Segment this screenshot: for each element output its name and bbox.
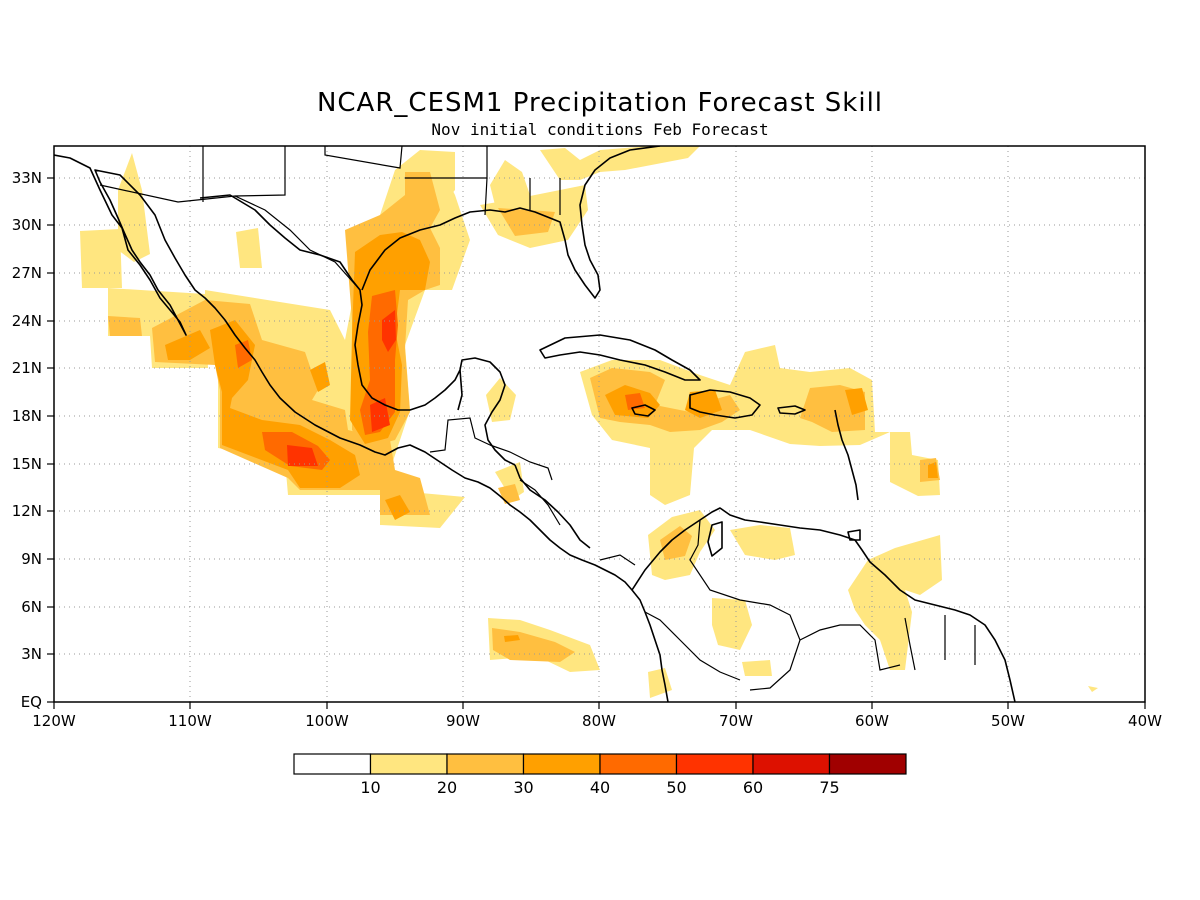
y-tick-label: 21N	[12, 359, 42, 377]
colorbar-swatch	[446, 753, 525, 775]
country-borders	[99, 146, 976, 691]
x-tick-label: 100W	[305, 712, 349, 730]
grid-lines	[54, 146, 1145, 702]
x-tick-label: 70W	[719, 712, 753, 730]
x-tick-label: 90W	[446, 712, 480, 730]
y-tick-label: 6N	[21, 598, 42, 616]
colorbar-swatch	[599, 753, 678, 775]
colorbar-label: 75	[819, 778, 839, 797]
x-tick-label: 110W	[168, 712, 212, 730]
colorbar-label: 50	[666, 778, 686, 797]
x-tick-label: 120W	[32, 712, 76, 730]
chart-subtitle: Nov initial conditions Feb Forecast	[431, 120, 768, 139]
y-tick-label: 12N	[12, 502, 42, 520]
colorbar-label: 60	[743, 778, 763, 797]
skill-shading	[80, 146, 1098, 698]
y-axis: EQ 3N 6N 9N 12N 15N 18N 21N 24N 27N 30N …	[12, 169, 54, 711]
colorbar-swatch	[369, 753, 448, 775]
map-plot-area	[53, 145, 1146, 703]
chart-title: NCAR_CESM1 Precipitation Forecast Skill	[317, 88, 883, 118]
colorbar-label: 10	[360, 778, 380, 797]
colorbar-swatch	[522, 753, 601, 775]
colorbar-label: 20	[437, 778, 457, 797]
y-tick-label: 15N	[12, 455, 42, 473]
colorbar-swatch	[675, 753, 754, 775]
x-tick-marks	[53, 702, 1146, 709]
x-tick-label: 50W	[991, 712, 1025, 730]
x-tick-label: 40W	[1128, 712, 1162, 730]
colorbar: 10 20 30 40 50 60 75	[293, 753, 907, 797]
y-tick-label: 24N	[12, 312, 42, 330]
y-tick-label: 30N	[12, 216, 42, 234]
y-tick-label: 9N	[21, 550, 42, 568]
colorbar-swatch	[828, 753, 907, 775]
y-tick-label: 18N	[12, 407, 42, 425]
colorbar-label: 40	[590, 778, 610, 797]
y-tick-label: 27N	[12, 264, 42, 282]
y-tick-label: EQ	[21, 693, 42, 711]
colorbar-swatch	[293, 753, 372, 775]
colorbar-swatch	[752, 753, 831, 775]
y-tick-label: 33N	[12, 169, 42, 187]
colorbar-label: 30	[513, 778, 533, 797]
x-tick-label: 80W	[582, 712, 616, 730]
x-tick-label: 60W	[855, 712, 889, 730]
coastlines	[54, 146, 1016, 702]
skill-level-50-60	[287, 310, 396, 466]
x-axis: 120W 110W 100W 90W 80W 70W 60W 50W 40W	[32, 702, 1162, 730]
y-tick-label: 3N	[21, 645, 42, 663]
y-tick-marks	[47, 177, 54, 703]
